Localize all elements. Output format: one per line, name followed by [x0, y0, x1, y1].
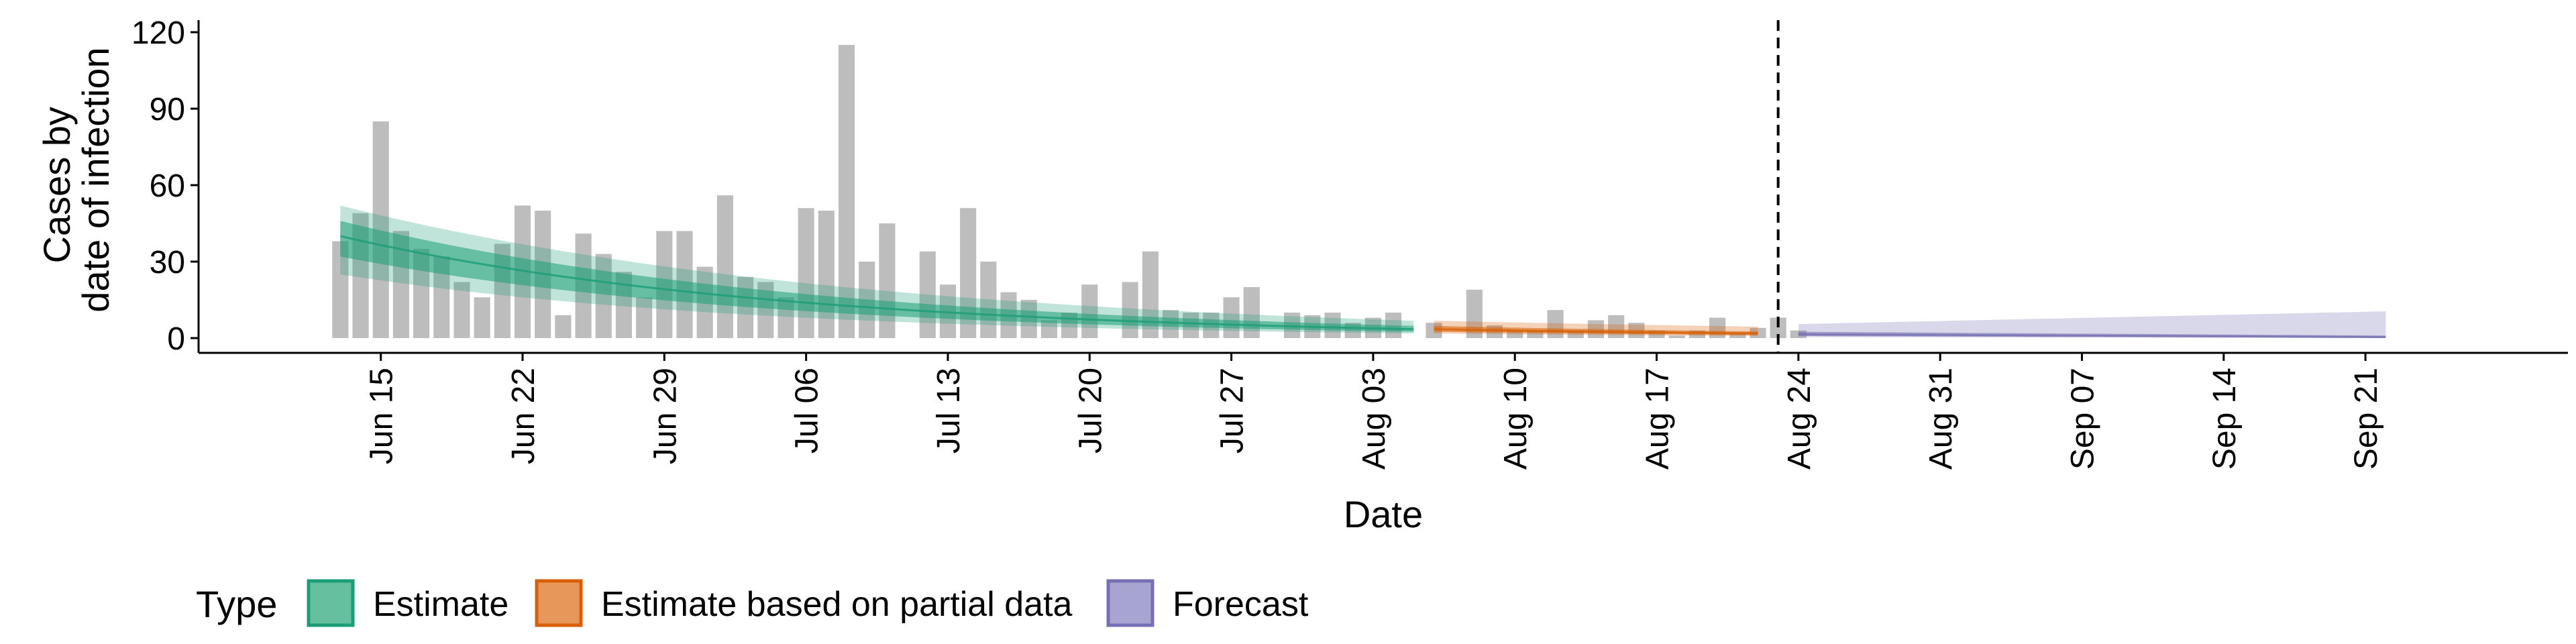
- bands-layer: [339, 205, 2386, 338]
- x-tick-label: Jun 29: [647, 368, 683, 464]
- y-axis-title: Cases by date of infection: [36, 47, 117, 312]
- bar: [1081, 284, 1098, 338]
- y-tick-label: 0: [167, 321, 185, 357]
- y-axis-title-line-1: Cases by: [36, 107, 78, 263]
- bar: [453, 282, 470, 338]
- legend-label: Estimate: [373, 585, 508, 624]
- bar: [1223, 297, 1240, 338]
- axes-layer: 0 30 60 90 120 Jun 15 Jun 22 Jun 29 Jul 06 Jul 13…: [131, 15, 2568, 470]
- bar: [798, 208, 814, 338]
- legend-label: Forecast: [1173, 585, 1309, 624]
- bar: [1567, 330, 1584, 338]
- legend-key: [307, 579, 355, 627]
- legend-key: [535, 579, 583, 627]
- series-median-line: [1434, 328, 1758, 335]
- legend-key: [1106, 579, 1155, 627]
- y-tick-label: 120: [131, 15, 185, 51]
- y-tick-label: 90: [150, 92, 185, 127]
- x-tick-label: Jul 20: [1073, 368, 1108, 453]
- x-tick-label: Jul 06: [790, 368, 825, 453]
- x-tick-label: Jun 22: [506, 368, 541, 464]
- series-median-line: [339, 235, 1414, 331]
- bars-layer: [332, 45, 1807, 338]
- bar: [1608, 315, 1625, 338]
- x-axis-title: Date: [1344, 493, 1423, 535]
- x-tick-label: Aug 17: [1640, 368, 1676, 470]
- x-tick-label: Sep 14: [2207, 368, 2243, 470]
- bar: [1527, 330, 1544, 338]
- bar: [1547, 310, 1564, 338]
- bar: [1668, 335, 1685, 338]
- x-tick-label: Sep 07: [2065, 368, 2101, 470]
- bar: [1507, 330, 1523, 338]
- bar: [838, 45, 855, 338]
- legend-title: Type: [196, 583, 277, 625]
- bar: [1729, 333, 1746, 338]
- legend-items: Estimate Estimate based on partial data Fo…: [307, 579, 1309, 627]
- y-tick-label: 30: [150, 245, 185, 280]
- bar: [474, 297, 490, 338]
- bar: [1790, 330, 1807, 338]
- x-tick-label: Sep 21: [2349, 368, 2384, 470]
- bar: [919, 251, 936, 338]
- x-tick-label: Jul 27: [1215, 368, 1250, 453]
- bar: [555, 315, 572, 338]
- x-tick-label: Aug 24: [1782, 368, 1817, 470]
- series-median-line: [1798, 333, 2386, 338]
- band-outer: [340, 205, 1414, 334]
- bar: [879, 223, 896, 338]
- x-tick-label: Aug 10: [1498, 368, 1534, 470]
- band-outer: [1798, 311, 2386, 338]
- x-tick-label: Aug 03: [1356, 368, 1392, 470]
- legend-label: Estimate based on partial data: [601, 585, 1073, 624]
- x-tick-label: Jun 15: [364, 368, 400, 464]
- bar: [980, 262, 997, 338]
- bar: [1122, 282, 1138, 338]
- bar: [818, 211, 835, 338]
- bar: [737, 276, 754, 338]
- legend: Type Estimate Estimate based on partial d…: [196, 579, 1309, 627]
- bar: [636, 297, 653, 338]
- x-tick-label: Jul 13: [931, 368, 967, 453]
- x-tick-label: Aug 31: [1923, 368, 1959, 470]
- bar: [1648, 330, 1665, 338]
- y-axis-title-line-2: date of infection: [74, 47, 117, 312]
- bar: [595, 254, 612, 338]
- bar: [716, 195, 733, 338]
- bar: [1040, 320, 1057, 338]
- y-tick-label: 60: [150, 168, 185, 204]
- bar: [1243, 287, 1260, 338]
